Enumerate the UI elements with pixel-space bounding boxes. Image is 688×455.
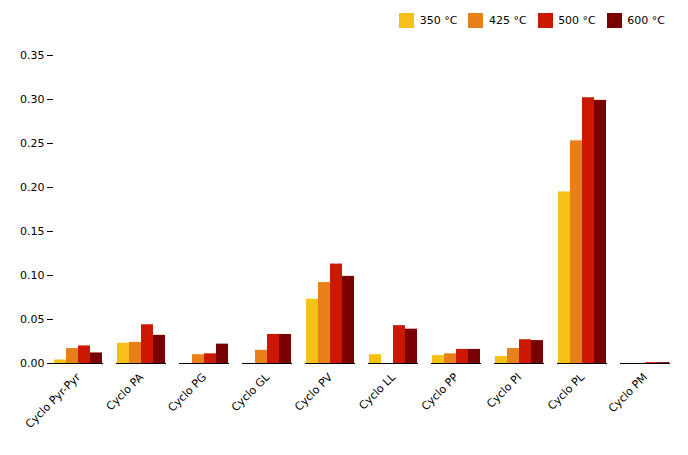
html-text:425 °C: 425 °C <box>488 14 527 27</box>
svg-text:Cyclo PV: Cyclo PV <box>292 370 335 413</box>
html-text:500 °C: 500 °C <box>558 14 596 27</box>
svg-text:Cyclo PP: Cyclo PP <box>419 370 462 413</box>
html-text:350 °C: 350 °C <box>419 14 458 27</box>
svg-text:Cyclo PA: Cyclo PA <box>104 370 147 413</box>
svg-text:0.35: 0.35 <box>20 49 45 62</box>
svg-text:0.25: 0.25 <box>20 137 45 150</box>
svg-text:0.05: 0.05 <box>20 313 45 326</box>
svg-text:0.10: 0.10 <box>20 269 45 282</box>
svg-text:Cyclo PI: Cyclo PI <box>484 370 524 410</box>
svg-text:Cyclo PL: Cyclo PL <box>545 370 588 413</box>
svg-text:0.15: 0.15 <box>20 225 45 238</box>
html-text:600 °C: 600 °C <box>627 14 665 27</box>
svg-text:Cyclo PM: Cyclo PM <box>606 370 650 414</box>
svg-text:Cyclo PG: Cyclo PG <box>165 370 209 414</box>
svg-text:0.20: 0.20 <box>20 181 45 194</box>
svg-text:0.00: 0.00 <box>20 357 45 370</box>
svg-text:Cyclo Pyr-Pyr: Cyclo Pyr-Pyr <box>23 370 84 431</box>
svg-text:Cyclo LL: Cyclo LL <box>357 370 399 412</box>
svg-text:Cyclo GL: Cyclo GL <box>229 370 273 414</box>
svg-text:0.30: 0.30 <box>20 93 45 106</box>
